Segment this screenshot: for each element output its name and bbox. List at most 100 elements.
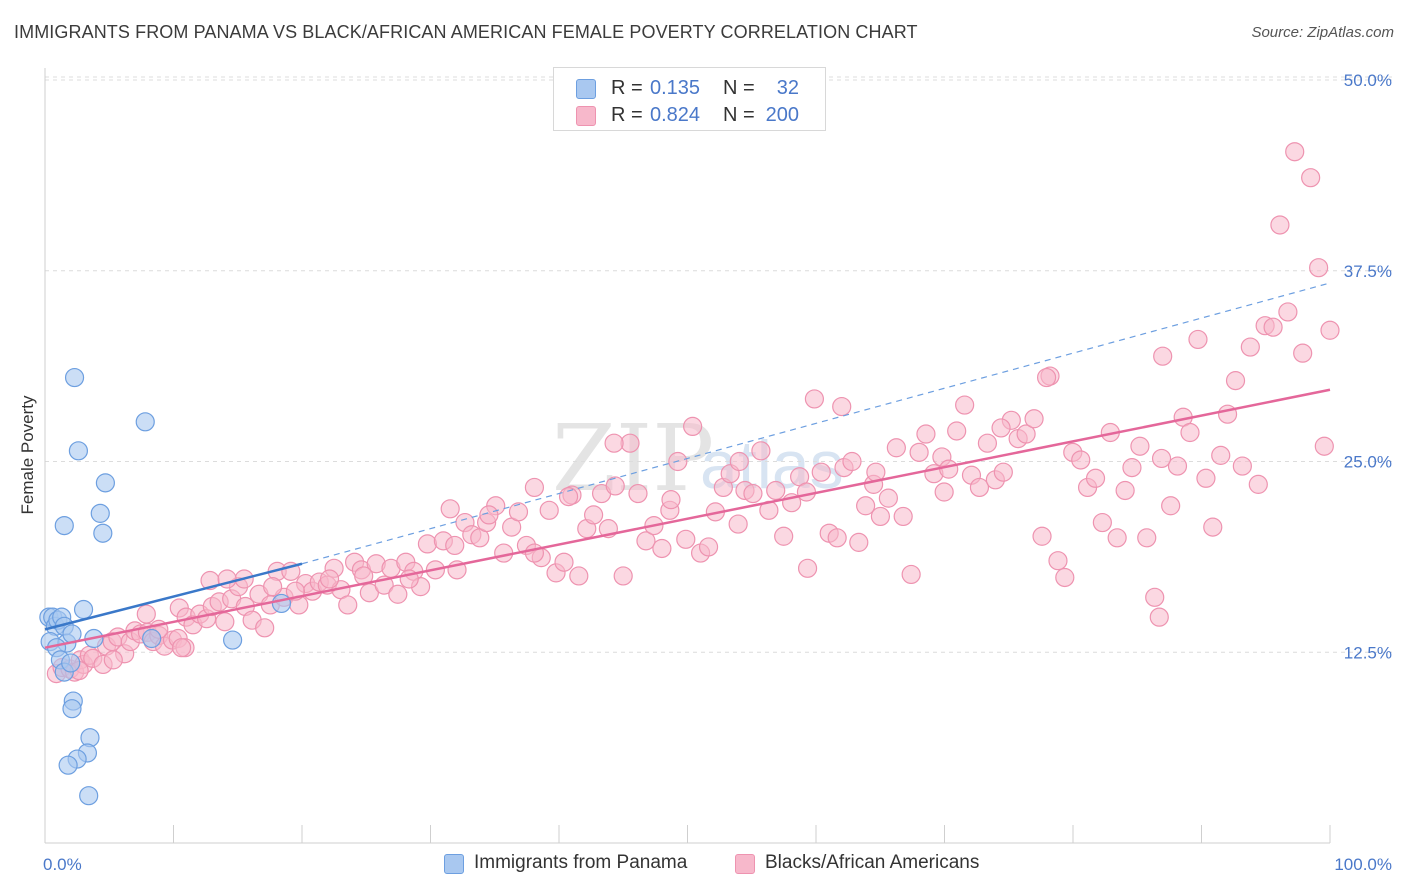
- black-point: [743, 483, 763, 504]
- black-point: [934, 482, 954, 502]
- n-label: N =: [723, 77, 755, 99]
- black-point: [796, 482, 817, 502]
- panama-swatch: [576, 79, 596, 99]
- black-point: [1016, 424, 1036, 444]
- black-point: [539, 500, 559, 520]
- black-point: [870, 506, 891, 527]
- black-point: [255, 618, 275, 638]
- black-point: [1240, 337, 1260, 357]
- black-point: [1225, 371, 1246, 391]
- series-legend: Immigrants from Panama Blacks/African Am…: [0, 852, 1406, 878]
- y-tick-label: 50.0%: [1344, 71, 1392, 90]
- r-value: 0.135: [650, 77, 701, 99]
- stats-row-black: R = 0.824 N = 200: [554, 102, 825, 130]
- panama-trend-line: [44, 562, 303, 631]
- panama-trend-extension: [301, 282, 1331, 565]
- black-point: [584, 505, 604, 525]
- black-point: [977, 433, 998, 453]
- axes: [44, 68, 1331, 844]
- black-point: [494, 543, 514, 563]
- legend-label-black: Blacks/African Americans: [765, 852, 980, 873]
- black-point: [766, 480, 786, 501]
- black-point: [1211, 445, 1231, 465]
- black-point: [878, 488, 898, 508]
- black-point: [1153, 346, 1173, 366]
- black-point: [479, 505, 499, 525]
- n-value: 32: [776, 77, 799, 99]
- black-point: [1232, 456, 1252, 476]
- r-label: R =: [611, 104, 643, 126]
- black-point: [1167, 456, 1188, 476]
- panama-point: [142, 628, 162, 649]
- panama-point: [90, 503, 110, 523]
- black-point: [1188, 329, 1208, 350]
- black-point: [524, 543, 545, 563]
- black-point: [1085, 468, 1106, 488]
- black-point: [1248, 474, 1268, 494]
- black-point: [605, 476, 625, 496]
- black-point: [1145, 587, 1165, 607]
- black-point: [832, 396, 852, 417]
- panama-point: [62, 699, 82, 719]
- source-label: Source: ZipAtlas.com: [1251, 24, 1394, 41]
- y-axis-label: Female Poverty: [18, 395, 37, 515]
- black-point: [103, 650, 123, 670]
- black-point: [1301, 168, 1321, 188]
- black-point: [1180, 422, 1200, 443]
- black-point: [445, 535, 465, 556]
- black-point: [886, 438, 906, 458]
- black-point: [728, 514, 748, 534]
- black-point: [1285, 142, 1305, 162]
- black-point: [440, 499, 460, 519]
- black-point: [955, 395, 975, 415]
- black-point: [388, 584, 408, 604]
- y-tick-label: 37.5%: [1344, 262, 1392, 281]
- n-label: N =: [723, 104, 755, 126]
- black-point: [338, 595, 358, 615]
- black-trend-line: [44, 388, 1331, 649]
- black-point: [729, 451, 749, 472]
- black-point: [652, 538, 672, 559]
- black-swatch: [576, 106, 596, 126]
- black-point: [628, 483, 648, 504]
- stats-row-panama: R = 0.135 N = 32: [554, 75, 825, 103]
- black-point: [827, 528, 847, 548]
- legend-label-panama: Immigrants from Panama: [474, 852, 688, 873]
- black-point: [417, 534, 438, 554]
- black-point: [1263, 317, 1283, 337]
- black-point: [1309, 258, 1329, 278]
- panama-point: [79, 786, 99, 806]
- black-point: [1036, 367, 1057, 388]
- black-point: [1196, 468, 1216, 488]
- black-point: [1092, 512, 1112, 533]
- black-point: [804, 389, 825, 409]
- x-tick-label: 100.0%: [1334, 855, 1392, 874]
- black-point: [613, 566, 633, 586]
- trend-lines: [44, 282, 1331, 649]
- black-point: [939, 459, 959, 479]
- black-point: [1151, 448, 1172, 469]
- black-point: [1048, 551, 1068, 571]
- black-point: [698, 537, 719, 557]
- black-point: [661, 490, 681, 510]
- series-panama-points: [39, 367, 292, 806]
- black-point: [263, 577, 283, 597]
- black-point: [947, 421, 967, 441]
- black-point: [1149, 607, 1169, 627]
- black-point: [636, 531, 656, 551]
- tick-labels: 12.5% 25.0% 37.5% 50.0% 0.0% 100.0%: [43, 71, 1392, 874]
- panama-point: [223, 630, 243, 650]
- black-point: [1293, 343, 1313, 363]
- panama-point: [61, 653, 81, 673]
- x-tick-label: 0.0%: [43, 855, 82, 874]
- r-value: 0.824: [650, 104, 701, 126]
- black-point: [1278, 302, 1298, 322]
- panama-point: [73, 599, 94, 620]
- black-point: [1122, 458, 1142, 478]
- black-point: [1115, 480, 1135, 501]
- black-point: [1314, 436, 1334, 456]
- panama-point: [93, 523, 113, 543]
- y-tick-label: 25.0%: [1344, 453, 1392, 472]
- black-point: [215, 612, 235, 632]
